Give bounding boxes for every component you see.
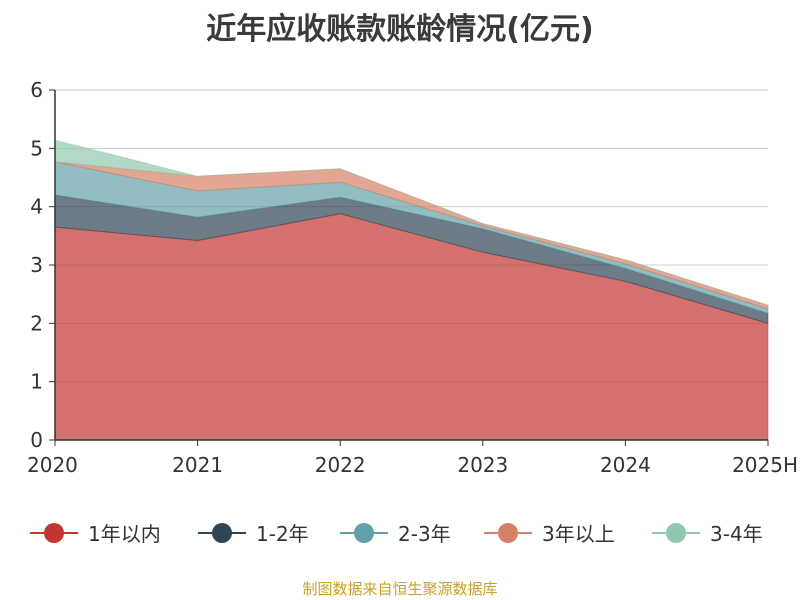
y-tick-label: 3: [30, 253, 43, 277]
x-tick-label: 2023: [457, 453, 508, 477]
area-series-layer: [54, 139, 769, 441]
chart-title: 近年应收账款账龄情况(亿元): [206, 12, 594, 47]
y-tick-label: 5: [30, 136, 43, 160]
legend-item: 2-3年: [340, 522, 451, 546]
legend-item: 1-2年: [198, 522, 309, 546]
legend-item: 1年以内: [30, 522, 161, 546]
legend-label: 2-3年: [398, 522, 451, 546]
x-tick-label: 2021: [172, 453, 223, 477]
legend-marker: [212, 523, 232, 543]
x-tick-label: 2024: [600, 453, 651, 477]
source-note: 制图数据来自恒生聚源数据库: [302, 580, 498, 598]
legend-label: 3-4年: [710, 522, 763, 546]
y-tick-label: 0: [30, 428, 43, 452]
legend-item: 3-4年: [652, 522, 763, 546]
legend-marker: [666, 523, 686, 543]
x-tick-label: 2020: [27, 453, 78, 477]
y-tick-label: 1: [30, 370, 43, 394]
legend-item: 3年以上: [484, 522, 615, 546]
y-tick-label: 2: [30, 311, 43, 335]
legend-label: 3年以上: [542, 522, 615, 546]
legend: 1年以内 1-2年 2-3年 3年以上 3-4年: [30, 522, 763, 546]
axes: 0 1 2 3 4 5 6 2020 2021 2022 2023 2024 2025H: [27, 78, 798, 477]
y-tick-label: 6: [30, 78, 43, 102]
legend-label: 1-2年: [256, 522, 309, 546]
area-series-5: [54, 139, 769, 306]
legend-marker: [498, 523, 518, 543]
x-tick-label: 2022: [315, 453, 366, 477]
x-tick-label: 2025H: [732, 453, 798, 477]
legend-marker: [354, 523, 374, 543]
legend-marker: [44, 523, 64, 543]
area-series-1: [54, 213, 769, 441]
y-tick-label: 4: [30, 195, 43, 219]
legend-label: 1年以内: [88, 522, 161, 546]
